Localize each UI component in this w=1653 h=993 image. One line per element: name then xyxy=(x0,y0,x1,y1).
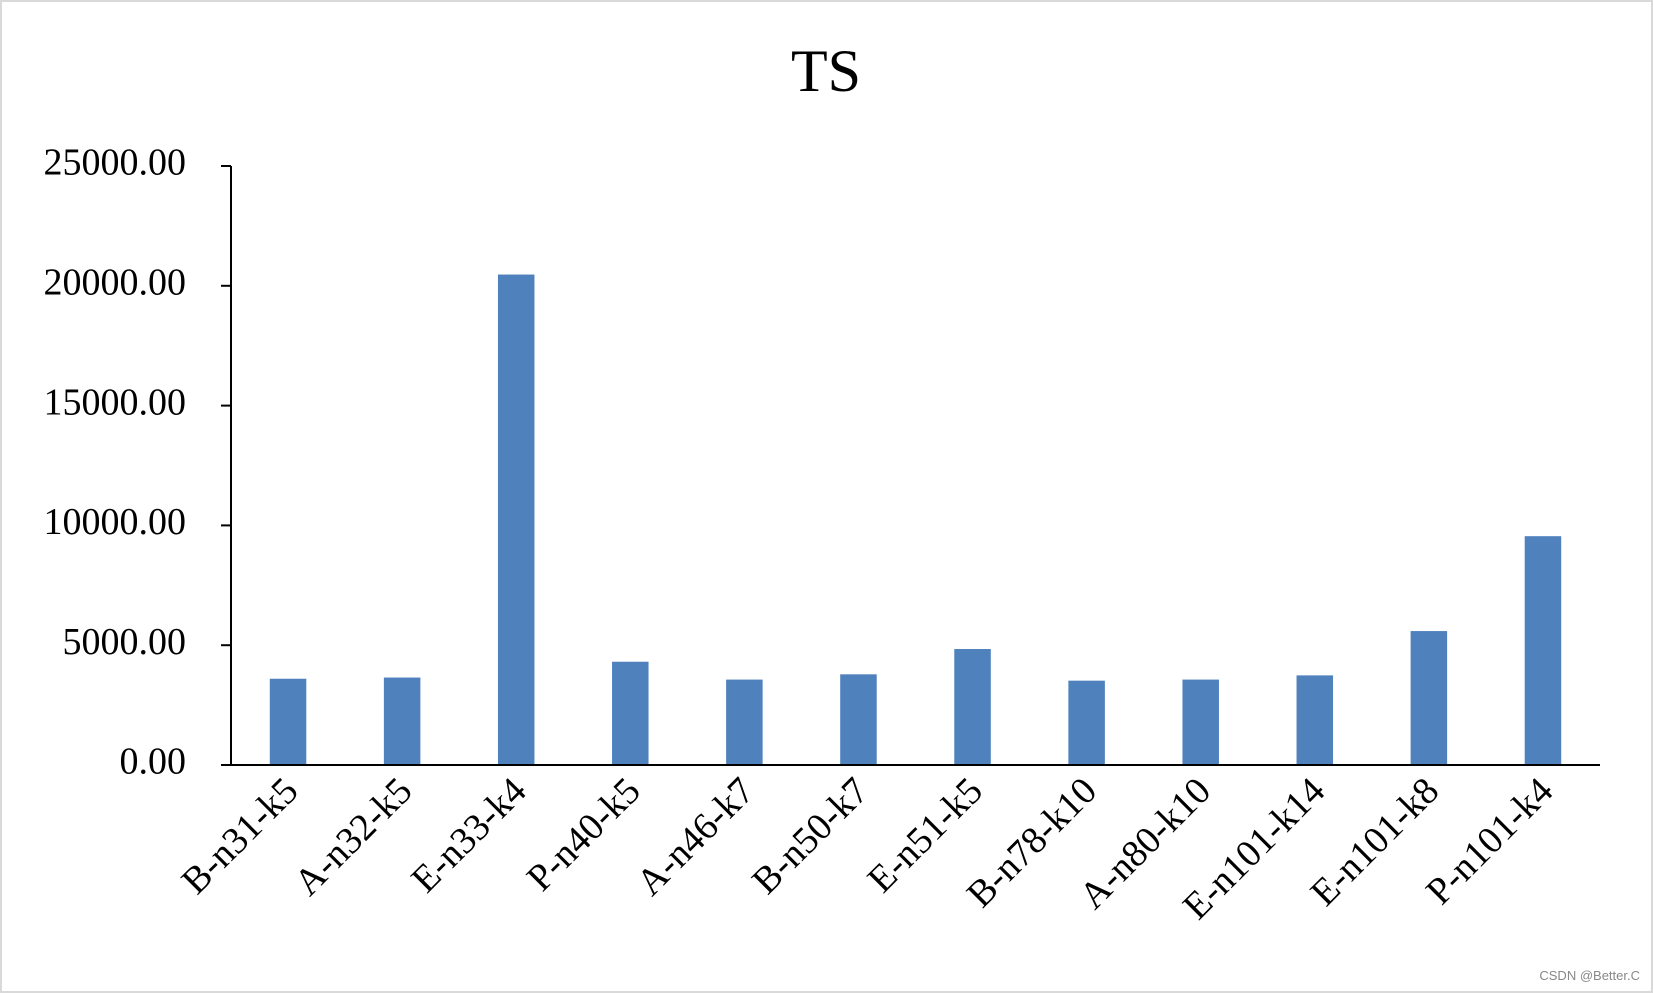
bar xyxy=(1296,675,1334,765)
bar xyxy=(612,661,649,765)
y-tick-label: 25000.00 xyxy=(44,142,187,184)
bar xyxy=(1410,631,1448,765)
bar xyxy=(726,679,763,765)
y-tick-label: 5000.00 xyxy=(63,621,187,663)
bar xyxy=(840,674,877,765)
y-tick-label: 20000.00 xyxy=(44,262,187,304)
bar xyxy=(269,678,307,765)
y-tick-label: 0.00 xyxy=(120,741,187,783)
bar xyxy=(1182,679,1219,765)
bar xyxy=(497,274,535,765)
bar xyxy=(1524,536,1562,765)
y-tick-label: 15000.00 xyxy=(44,381,187,423)
watermark: CSDN @Better.C xyxy=(1539,968,1640,983)
bar xyxy=(954,649,991,765)
bar xyxy=(383,677,421,765)
chart-title: TS xyxy=(791,38,861,104)
bar xyxy=(1068,680,1105,765)
y-tick-label: 10000.00 xyxy=(44,501,187,543)
